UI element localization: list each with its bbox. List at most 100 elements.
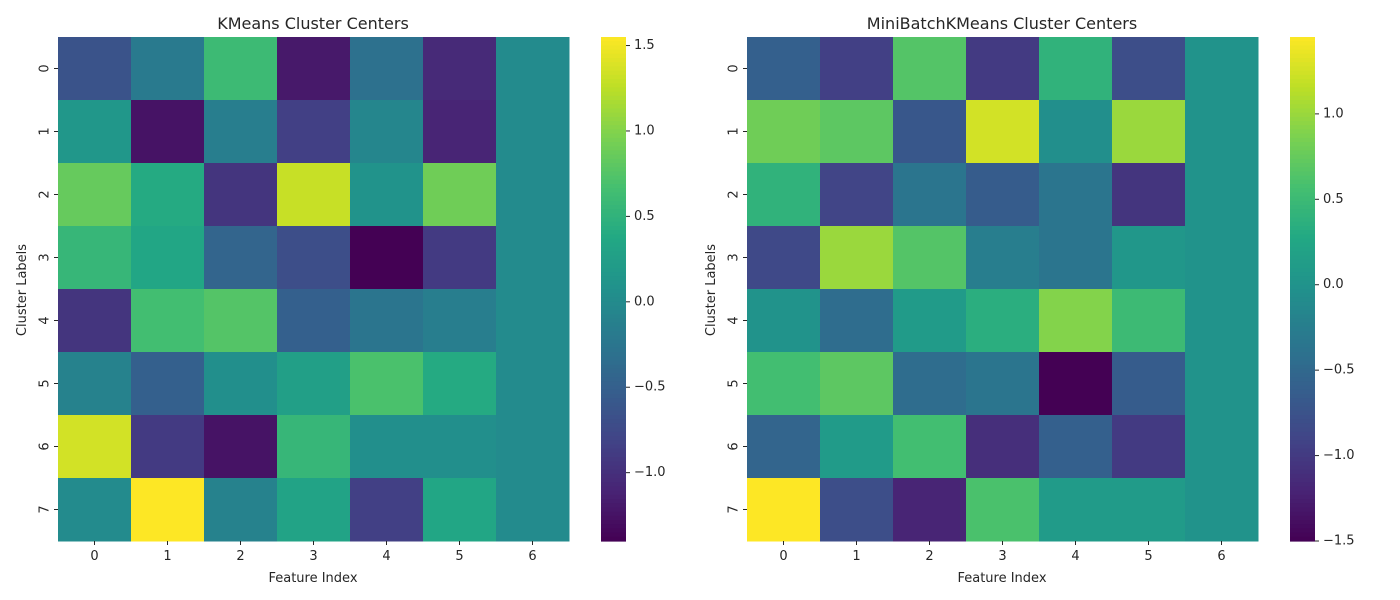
colorbar-segment [601, 381, 626, 387]
heatmap-cell [966, 415, 1040, 479]
heatmap-cell [131, 100, 205, 164]
colorbar-segment [1290, 53, 1315, 59]
colorbar-segment [601, 263, 626, 269]
heatmap-cell [131, 226, 205, 290]
colorbar-segment [601, 499, 626, 504]
heatmap-cell [277, 478, 351, 542]
colorbar-segment [1290, 448, 1315, 454]
colorbar-segment [601, 511, 626, 517]
colorbar-segment [1290, 469, 1315, 475]
x-tick-label: 6 [1217, 549, 1225, 564]
heatmap-cell [204, 37, 278, 101]
colorbar-tick-label: 1.5 [634, 38, 655, 53]
heatmap-cell [747, 352, 821, 416]
colorbar-segment [601, 301, 626, 307]
colorbar-segment [1290, 95, 1315, 101]
colorbar-segment [601, 389, 626, 395]
colorbar-segment [601, 116, 626, 122]
colorbar-segment [601, 478, 626, 483]
colorbar-segment [1290, 221, 1315, 227]
colorbar-segment [601, 352, 626, 357]
colorbar-tick-label: −1.0 [1323, 448, 1355, 463]
colorbar-segment [1290, 58, 1315, 63]
colorbar-segment [601, 503, 626, 508]
colorbar-segment [601, 482, 626, 487]
colorbar-segment [1290, 503, 1315, 508]
colorbar-segment [601, 473, 626, 479]
heatmap-cells [747, 37, 1259, 542]
heatmap-cell [1185, 37, 1259, 101]
heatmap-cell [966, 289, 1040, 353]
colorbar-segment [601, 108, 626, 114]
colorbar-segment [601, 436, 626, 441]
colorbar-segment [601, 339, 626, 345]
heatmap-cell [496, 289, 570, 353]
colorbar-segment [601, 74, 626, 80]
heatmap-cell [966, 478, 1040, 542]
colorbar-segment [601, 297, 626, 303]
colorbar-segment [601, 364, 626, 370]
colorbar-segment [1290, 314, 1315, 319]
colorbar-segment [1290, 368, 1315, 374]
colorbar-segment [1290, 91, 1315, 97]
colorbar-segment [601, 100, 626, 105]
colorbar-segment [601, 410, 626, 416]
y-tick-label: 6 [38, 442, 53, 450]
colorbar-segment [601, 280, 626, 286]
colorbar-segment [1290, 415, 1315, 420]
colorbar-segment [1290, 478, 1315, 483]
heatmap-cell [893, 226, 967, 290]
colorbar-segment [601, 293, 626, 298]
colorbar-segment [1290, 184, 1315, 189]
heatmap-cell [1185, 289, 1259, 353]
heatmap-cell [1185, 163, 1259, 227]
colorbar-segment [601, 133, 626, 139]
colorbar-segment [601, 343, 626, 349]
colorbar-segment [601, 66, 626, 72]
heatmap-cell [966, 163, 1040, 227]
colorbar-segment [1290, 507, 1315, 513]
colorbar-segment [1290, 297, 1315, 303]
colorbar-segment [1290, 234, 1315, 240]
heatmap-cell [1039, 100, 1113, 164]
colorbar-segment [1290, 305, 1315, 311]
heatmap-cell [131, 289, 205, 353]
colorbar-segment [1290, 104, 1315, 109]
colorbar-tick-label: 0.5 [634, 209, 655, 224]
colorbar-segment [1290, 142, 1315, 147]
heatmap-cell [131, 37, 205, 101]
colorbar-segment [601, 461, 626, 466]
colorbar-tick-label: 0.0 [634, 294, 655, 309]
heatmap-cell [1185, 478, 1259, 542]
colorbar-segment [601, 415, 626, 420]
colorbar-segment [601, 440, 626, 445]
heatmap-cell [966, 226, 1040, 290]
heatmap-cell [747, 163, 821, 227]
colorbar-segment [1290, 536, 1315, 542]
colorbar-segment [1290, 364, 1315, 370]
heatmap-cell [423, 478, 497, 542]
colorbar-segment [601, 259, 626, 265]
colorbar-segment [1290, 331, 1315, 336]
colorbar-segment [1290, 112, 1315, 118]
colorbar-segment [1290, 146, 1315, 151]
heatmap-cell [204, 415, 278, 479]
colorbar-segment [601, 154, 626, 160]
y-tick-labels: 0 1 2 3 4 5 6 7 [727, 64, 747, 514]
colorbar-tick-label: 0.5 [1323, 192, 1344, 207]
colorbar-segment [1290, 494, 1315, 500]
heatmap-cell [747, 100, 821, 164]
heatmap-cell [820, 415, 894, 479]
colorbar-segment [1290, 381, 1315, 387]
colorbar-segment [601, 326, 626, 332]
heatmap-cell [496, 37, 570, 101]
y-tick-label: 3 [38, 253, 53, 261]
colorbar-segment [1290, 192, 1315, 198]
colorbar-segment [1290, 410, 1315, 416]
colorbar-segment [601, 163, 626, 168]
heatmap-cell [1185, 226, 1259, 290]
colorbar-segment [601, 322, 626, 328]
colorbar-segment [601, 121, 626, 126]
heatmap-cell [496, 352, 570, 416]
